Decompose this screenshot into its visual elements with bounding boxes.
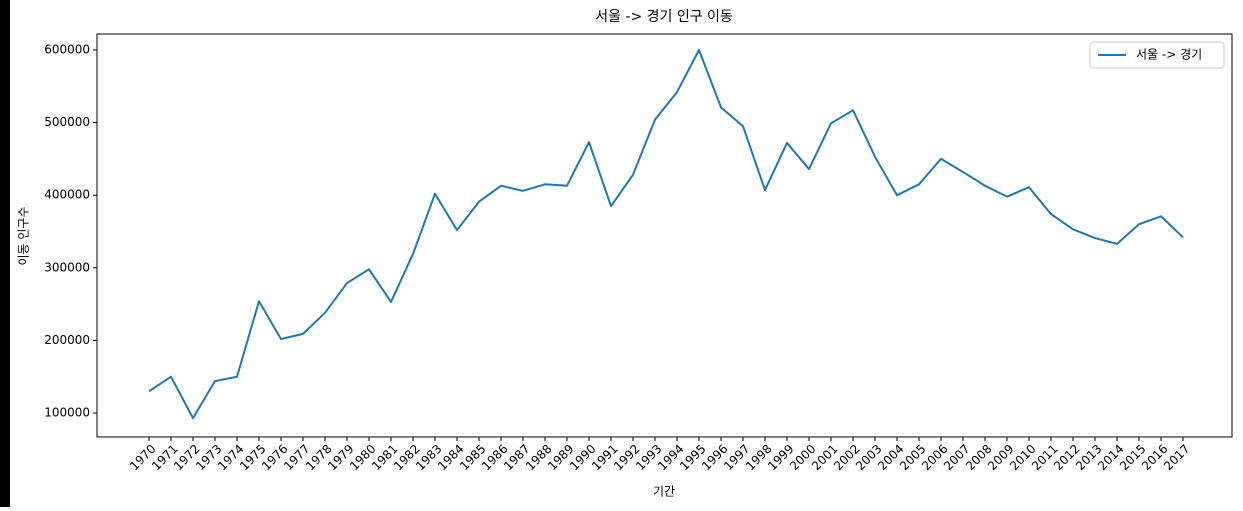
plot-frame (96, 33, 1233, 438)
y-tick-label: 200000 (44, 333, 90, 347)
y-axis-label: 이동 인구수 (17, 206, 31, 265)
legend-box (1089, 41, 1225, 69)
y-tick-label: 300000 (44, 260, 90, 274)
line (148, 48, 1184, 420)
y-tick-label: 400000 (44, 188, 90, 202)
y-tick-label: 500000 (44, 115, 90, 129)
left-strip (0, 0, 10, 507)
x-axis-label: 기간 (653, 485, 675, 499)
y-tick-label: 600000 (44, 42, 90, 56)
y-tick-label: 100000 (44, 406, 90, 420)
x-tick-label: 2017 (1161, 442, 1192, 473)
legend-label: 서울 -> 경기 (1136, 48, 1202, 62)
chart-title: 서울 -> 경기 인구 이동 (595, 9, 733, 25)
